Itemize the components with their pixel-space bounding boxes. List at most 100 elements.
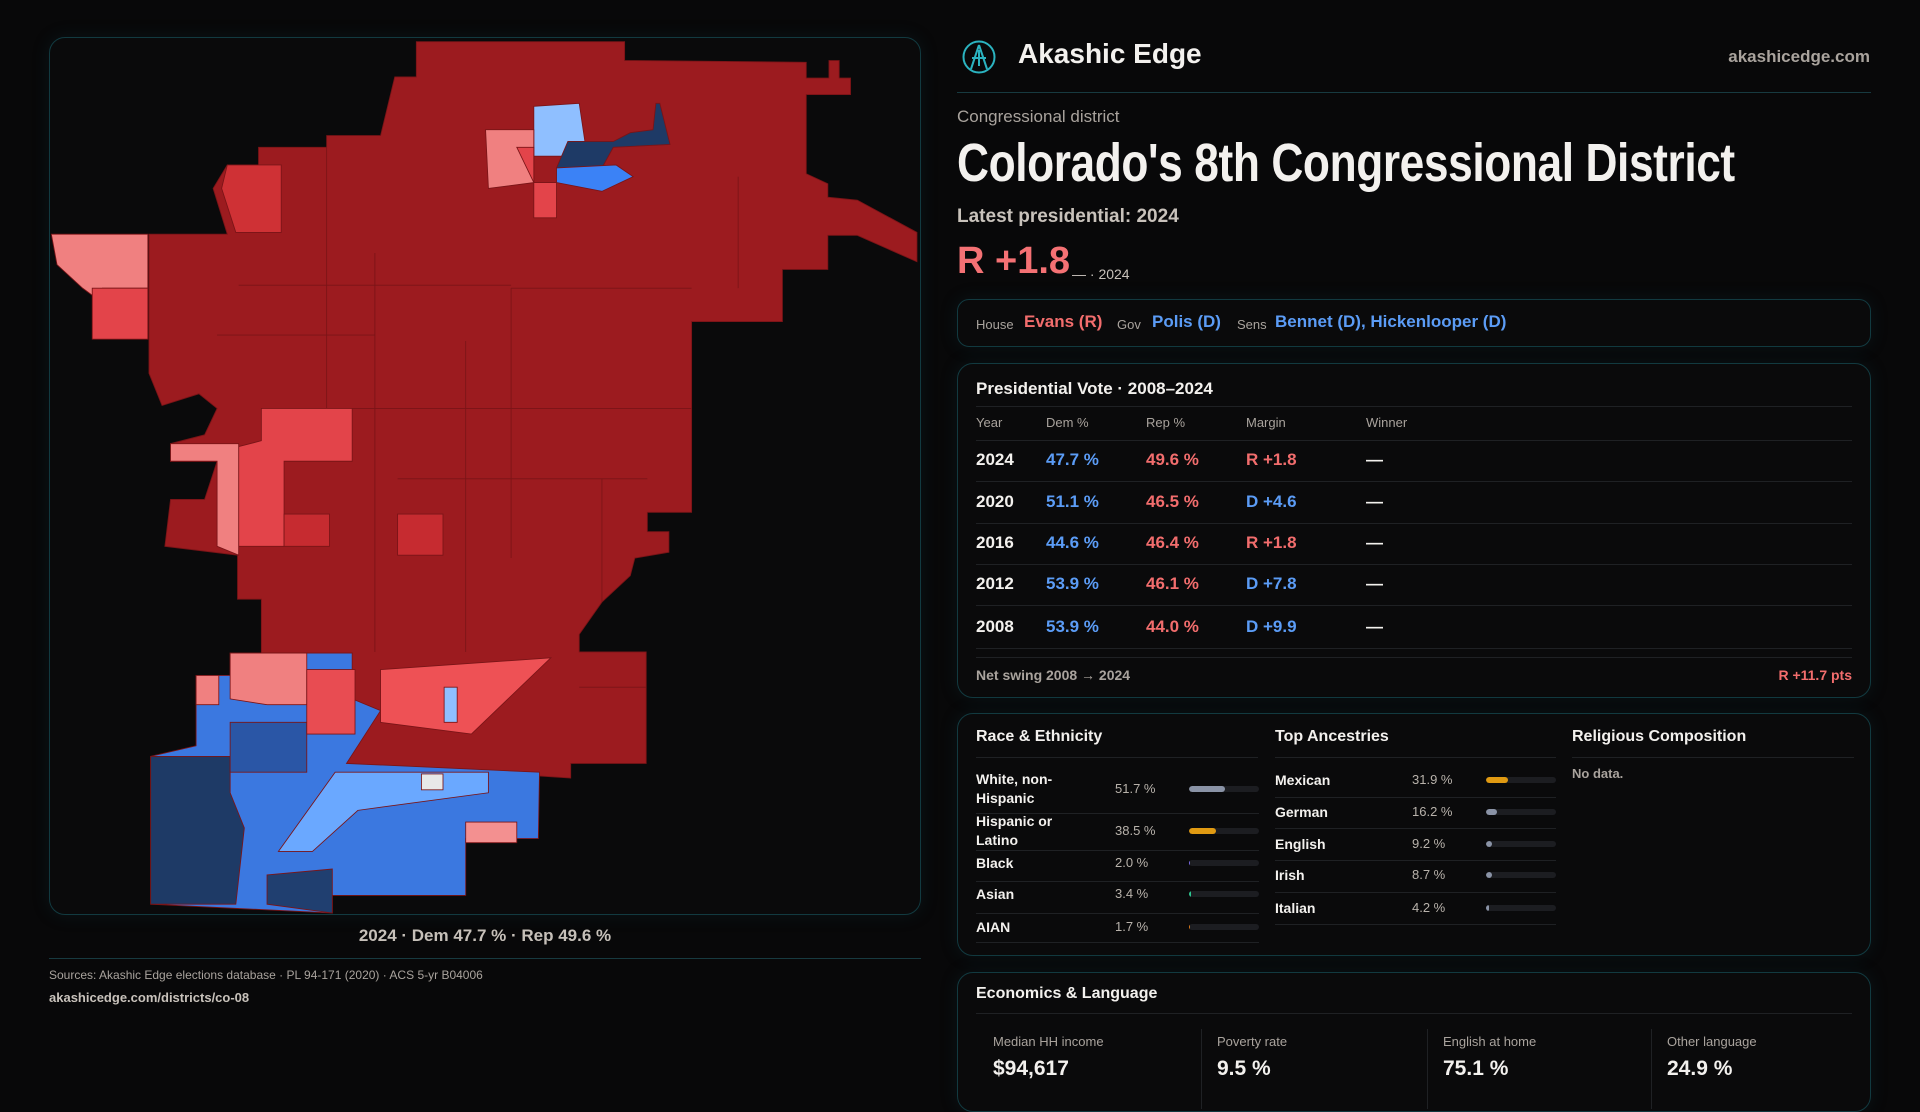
- map-region-rep-strong: [148, 41, 918, 779]
- ancestries-bar: [1486, 872, 1556, 878]
- ancestries-bar: [1486, 777, 1556, 783]
- econ-metric-label: Other language: [1667, 1034, 1757, 1049]
- map-region-dem-south-dark2: [266, 868, 333, 914]
- econ-metric-label: English at home: [1443, 1034, 1537, 1049]
- race-label: Black: [976, 855, 1014, 871]
- map-region-dem-south-lightblue: [443, 686, 458, 723]
- ancestries-value: 4.2 %: [1412, 900, 1446, 915]
- econ-metric-value: 9.5 %: [1217, 1057, 1271, 1080]
- divider: [976, 481, 1852, 482]
- col-dem: Dem %: [1046, 415, 1089, 430]
- row-margin: R +1.8: [1246, 450, 1297, 469]
- divider: [976, 757, 1258, 758]
- race-value: 1.7 %: [1115, 919, 1149, 934]
- row-dem: 53.9 %: [1046, 574, 1099, 593]
- ancestries-bar-fill: [1486, 841, 1493, 847]
- sens-label: Sens: [1237, 317, 1267, 332]
- latest-margin-note: — · 2024: [1072, 266, 1130, 282]
- latest-margin: R +1.8: [957, 240, 1071, 282]
- race-label: Hispanic or Latino: [976, 813, 1053, 848]
- map-region-rep-mid-west: [91, 287, 149, 340]
- col-margin: Margin: [1246, 415, 1286, 430]
- divider: [976, 913, 1259, 914]
- footer-divider: [49, 958, 921, 959]
- row-year: 2008: [976, 617, 1014, 636]
- row-dem: 53.9 %: [1046, 617, 1099, 636]
- row-winner: —: [1366, 450, 1383, 469]
- divider: [976, 648, 1852, 649]
- race-bar-fill: [1189, 860, 1191, 866]
- ancestries-bar-fill: [1486, 872, 1493, 878]
- row-dem: 44.6 %: [1046, 533, 1099, 552]
- divider: [976, 1013, 1852, 1014]
- race-bar-fill: [1189, 828, 1216, 834]
- divider: [976, 406, 1852, 407]
- house-representative-link[interactable]: Evans (R): [1024, 312, 1103, 331]
- divider: [976, 942, 1259, 943]
- ancestries-label: Italian: [1275, 900, 1316, 916]
- row-year: 2024: [976, 450, 1014, 469]
- brand-name[interactable]: Akashic Edge: [1018, 38, 1202, 69]
- row-rep: 46.4 %: [1146, 533, 1199, 552]
- map-region-tossup: [421, 773, 444, 791]
- race-label: White, non-Hispanic: [976, 771, 1053, 806]
- divider: [976, 850, 1259, 851]
- religion-title: Religious Composition: [1572, 728, 1747, 745]
- economics-title: Economics & Language: [976, 985, 1158, 1002]
- row-year: 2020: [976, 492, 1014, 511]
- map-caption: 2024 · Dem 47.7 % · Rep 49.6 %: [358, 926, 612, 945]
- map-region-rep-south-pink: [229, 652, 308, 706]
- race-bar: [1189, 860, 1259, 866]
- ancestries-label: Mexican: [1275, 772, 1331, 788]
- ancestries-bar-fill: [1486, 777, 1509, 783]
- race-bar: [1189, 891, 1259, 897]
- ancestries-label: Irish: [1275, 867, 1305, 883]
- map-region-rep-mid-nw: [221, 164, 282, 233]
- divider: [1275, 860, 1556, 861]
- ancestries-bar: [1486, 809, 1556, 815]
- governor-link[interactable]: Polis (D): [1152, 312, 1221, 331]
- ancestries-bar: [1486, 905, 1556, 911]
- race-value: 3.4 %: [1115, 886, 1149, 901]
- header-divider: [957, 92, 1871, 93]
- divider: [976, 523, 1852, 524]
- econ-metric-value: 24.9 %: [1667, 1057, 1733, 1080]
- divider: [1651, 1029, 1652, 1109]
- page-title: Colorado's 8th Congressional District: [957, 133, 1735, 193]
- row-year: 2012: [976, 574, 1014, 593]
- ancestries-label: English: [1275, 836, 1326, 852]
- row-dem: 51.1 %: [1046, 492, 1099, 511]
- race-label: Asian: [976, 886, 1015, 902]
- map-region-rep-south-pink3: [465, 821, 518, 844]
- map-region-rep-south-pink2: [195, 674, 220, 706]
- row-margin: D +7.8: [1246, 574, 1297, 593]
- ancestries-value: 8.7 %: [1412, 867, 1446, 882]
- divider: [1427, 1029, 1428, 1109]
- row-winner: —: [1366, 492, 1383, 511]
- row-rep: 46.5 %: [1146, 492, 1199, 511]
- map-region-rep-south-lean2: [380, 657, 553, 735]
- ancestries-bar-fill: [1486, 905, 1489, 911]
- divider: [976, 440, 1852, 441]
- race-title: Race & Ethnicity: [976, 728, 1103, 745]
- ancestries-value: 9.2 %: [1412, 836, 1446, 851]
- race-label: AIAN: [976, 919, 1011, 935]
- district-url-link[interactable]: akashicedge.com/districts/co-08: [49, 990, 250, 1005]
- row-dem: 47.7 %: [1046, 450, 1099, 469]
- row-rep: 44.0 %: [1146, 617, 1199, 636]
- ancestries-value: 31.9 %: [1412, 772, 1453, 787]
- map-region-dem-north-mid: [556, 164, 635, 192]
- divider: [1201, 1029, 1202, 1109]
- race-bar: [1189, 924, 1259, 930]
- net-swing-value: R +11.7 pts: [1778, 667, 1852, 683]
- precinct-map[interactable]: [40, 30, 930, 950]
- col-rep: Rep %: [1146, 415, 1186, 430]
- econ-metric-label: Poverty rate: [1217, 1034, 1288, 1049]
- row-winner: —: [1366, 533, 1383, 552]
- divider: [976, 813, 1259, 814]
- site-link[interactable]: akashicedge.com: [1728, 47, 1870, 66]
- house-label: House: [976, 317, 1014, 332]
- senators-link[interactable]: Bennet (D), Hickenlooper (D): [1275, 312, 1507, 331]
- col-year: Year: [976, 415, 1003, 430]
- race-bar-fill: [1189, 786, 1226, 792]
